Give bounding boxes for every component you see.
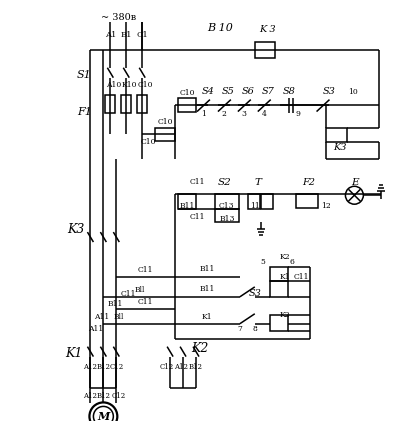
Text: 2: 2	[222, 110, 226, 118]
Bar	[215, 209, 239, 222]
Text: S7: S7	[261, 87, 274, 96]
Text: 9: 9	[295, 110, 300, 118]
Text: 8: 8	[252, 325, 257, 333]
Bar	[178, 194, 196, 209]
Text: ~ 380в: ~ 380в	[101, 14, 136, 22]
Text: S3: S3	[248, 289, 261, 298]
Text: F2: F2	[302, 178, 315, 187]
Text: K3: K3	[67, 222, 84, 236]
Text: K1: K1	[65, 347, 82, 360]
Bar	[178, 98, 196, 112]
Text: C11: C11	[138, 298, 153, 306]
Bar	[270, 315, 288, 331]
Text: C11: C11	[138, 266, 153, 274]
Text: C10: C10	[138, 81, 153, 89]
Text: K3: K3	[333, 143, 346, 152]
Bar	[296, 194, 318, 208]
Text: B11: B11	[199, 285, 215, 293]
Text: Bll: Bll	[135, 286, 146, 294]
Text: B12: B12	[189, 363, 203, 371]
Bar	[270, 281, 288, 297]
Text: S4: S4	[202, 87, 214, 96]
Text: B 10: B 10	[207, 23, 233, 33]
Text: C11: C11	[189, 213, 205, 221]
Text: 6: 6	[289, 258, 294, 266]
Text: A12: A12	[84, 363, 98, 371]
Text: B11: B11	[179, 202, 195, 210]
Text: A11: A11	[94, 313, 110, 321]
Bar	[155, 127, 175, 141]
Text: C10: C10	[179, 89, 195, 96]
Text: K2: K2	[279, 253, 290, 261]
Text: B13: B13	[219, 215, 235, 223]
Text: E: E	[352, 178, 359, 187]
Bar	[255, 42, 275, 58]
Text: C11: C11	[294, 273, 309, 281]
Text: K2: K2	[279, 311, 290, 319]
Text: B12: B12	[96, 393, 110, 401]
Text: S5: S5	[222, 87, 234, 96]
Text: 3: 3	[241, 110, 246, 118]
Bar	[121, 95, 131, 113]
Text: 7: 7	[238, 325, 242, 333]
Text: S3: S3	[323, 87, 336, 96]
Text: A1: A1	[105, 31, 116, 39]
Text: K10: K10	[122, 81, 137, 89]
Text: T: T	[254, 178, 261, 187]
Text: S2: S2	[218, 178, 232, 187]
Text: A12: A12	[84, 393, 98, 401]
Text: 5: 5	[260, 258, 265, 266]
Text: 10: 10	[348, 88, 358, 96]
Text: S1: S1	[77, 70, 92, 80]
Text: C1: C1	[136, 31, 148, 39]
Text: C11: C11	[120, 290, 136, 298]
Text: C12: C12	[160, 363, 174, 371]
Text: 4: 4	[261, 110, 266, 118]
Text: C12: C12	[109, 363, 124, 371]
Text: S8: S8	[283, 87, 296, 96]
Text: K2: K2	[191, 342, 209, 355]
Text: A12: A12	[174, 363, 188, 371]
Text: C12: C12	[111, 393, 126, 401]
Text: 1: 1	[202, 110, 206, 118]
Text: M: M	[97, 411, 110, 422]
Text: 11: 11	[250, 202, 260, 210]
Text: 12: 12	[321, 202, 330, 210]
Text: C11: C11	[189, 178, 205, 186]
Bar	[326, 127, 348, 143]
Text: A11: A11	[88, 325, 103, 333]
Text: F1: F1	[77, 107, 92, 117]
Text: C13: C13	[219, 202, 235, 210]
Text: B12: B12	[96, 363, 110, 371]
Bar	[248, 194, 260, 209]
Text: S6: S6	[241, 87, 254, 96]
Text: B1: B1	[120, 31, 132, 39]
Text: K 3: K 3	[260, 25, 276, 34]
Text: C10: C10	[140, 138, 156, 146]
Text: C10: C10	[157, 118, 173, 126]
Text: K1: K1	[279, 273, 290, 281]
Text: Bll: Bll	[113, 313, 124, 321]
Bar	[215, 194, 239, 209]
Text: B11: B11	[199, 265, 215, 273]
Text: A10: A10	[106, 81, 121, 89]
Text: K1: K1	[202, 313, 212, 321]
Bar	[137, 95, 147, 113]
Bar	[261, 194, 273, 209]
Bar	[105, 95, 115, 113]
Text: B11: B11	[107, 300, 123, 308]
Bar	[270, 267, 288, 281]
